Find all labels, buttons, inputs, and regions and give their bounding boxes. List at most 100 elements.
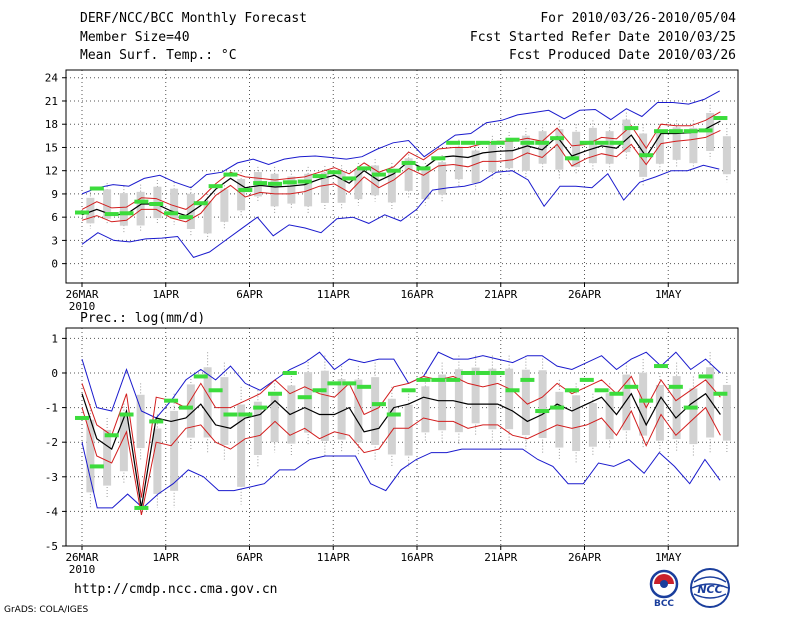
median-marker (297, 179, 312, 184)
median-marker (713, 116, 728, 121)
min-line (81, 164, 720, 258)
y-tick-label: 15 (45, 141, 58, 154)
median-marker (238, 412, 253, 417)
median-marker (594, 140, 609, 145)
x-tick-label: 16APR (400, 288, 433, 301)
ensemble-box (488, 142, 497, 173)
median-marker (713, 391, 728, 396)
median-marker (639, 398, 654, 403)
x-tick-label: 21APR (484, 551, 517, 564)
median-marker (75, 415, 89, 420)
median-marker (490, 140, 505, 145)
median-marker (431, 377, 446, 382)
median-marker (75, 210, 89, 215)
y-tick-label: -3 (45, 471, 58, 484)
ensemble-box (672, 127, 681, 160)
median-marker (312, 388, 327, 393)
median-marker (371, 402, 386, 407)
median-marker (490, 370, 505, 375)
ensemble-box (354, 169, 363, 200)
median-marker (609, 140, 624, 145)
median-marker (342, 176, 357, 181)
median-marker (89, 186, 104, 191)
temperature-panel: 0 3 6 9 12 15 18 21 24 26MAR 1APR 6APR 11APR 16APR 21A… (45, 69, 739, 313)
median-marker (164, 211, 179, 216)
footer-url[interactable]: http://cmdp.ncc.cma.gov.cn (74, 582, 278, 597)
median-marker (683, 129, 698, 134)
bcc-logo-text: BCC (654, 599, 674, 608)
ensemble-box (555, 391, 564, 448)
ensemble-box (136, 191, 145, 226)
ensemble-box (421, 169, 430, 200)
median-marker (416, 166, 431, 171)
ensemble-box (186, 384, 195, 438)
ensemble-box (622, 374, 631, 431)
median-marker (654, 364, 669, 369)
median-marker (193, 374, 208, 379)
ensemble-box (706, 367, 715, 438)
ensemble-box (270, 173, 279, 207)
ensemble-box (354, 379, 363, 443)
x-tick-label: 1APR (153, 551, 180, 564)
median-marker (119, 211, 134, 216)
median-marker (550, 136, 565, 141)
ensemble-box (605, 393, 614, 440)
median-marker (461, 140, 476, 145)
ensemble-box (237, 178, 246, 211)
ensemble-box (572, 131, 581, 168)
upper-spread-line (81, 111, 721, 210)
y-tick-label: 12 (45, 165, 58, 178)
ensemble-box (572, 395, 581, 452)
chart-title: DERF/NCC/BCC Monthly Forecast (80, 11, 307, 26)
median-marker (371, 172, 386, 177)
ensemble-box (588, 127, 597, 164)
y-tick-label: 9 (51, 188, 58, 201)
max-line (81, 90, 720, 195)
median-marker (223, 172, 238, 177)
ensemble-box (672, 376, 681, 440)
ensemble-box (538, 370, 547, 439)
max-line (81, 351, 721, 419)
ensemble-box (639, 372, 648, 436)
x-tick-label: 26MAR (65, 288, 98, 301)
ensemble-box (103, 429, 112, 486)
median-marker (535, 409, 550, 414)
median-marker (238, 188, 253, 193)
plot-frame (65, 69, 739, 284)
year-label: 2010 (69, 563, 96, 576)
ensemble-box (471, 150, 480, 184)
median-marker (579, 377, 594, 382)
x-tick-label: 1MAY (655, 551, 682, 564)
median-marker (134, 199, 149, 204)
x-tick-label: 1MAY (655, 288, 682, 301)
median-marker (475, 370, 490, 375)
x-tick-label: 11APR (317, 551, 350, 564)
ncc-logo-icon: NCC (690, 568, 730, 608)
median-marker (223, 412, 238, 417)
x-tick-label: 26MAR (65, 551, 98, 564)
ensemble-box (270, 393, 279, 443)
ensemble-box (722, 136, 731, 175)
ensemble-box (505, 368, 514, 430)
ensemble-box (622, 119, 631, 153)
ensemble-box (421, 386, 430, 433)
ensemble-box (186, 193, 195, 229)
ensemble-box (655, 384, 664, 441)
ensemble-box (237, 404, 246, 487)
ensemble-box (287, 176, 296, 204)
median-marker (683, 405, 698, 410)
ensemble-box (136, 394, 145, 449)
median-marker (446, 377, 461, 382)
ensemble-box (220, 377, 229, 445)
ensemble-box (471, 367, 480, 424)
median-marker (327, 170, 342, 175)
ensemble-box (337, 171, 346, 203)
upper-spread-line (81, 375, 721, 498)
y-tick-label: 1 (51, 332, 58, 345)
ensemble-box (488, 368, 497, 430)
ensemble-box (555, 129, 564, 170)
median-marker (505, 388, 520, 393)
median-marker (624, 384, 639, 389)
median-marker (386, 412, 401, 417)
plot-frame (65, 327, 739, 547)
